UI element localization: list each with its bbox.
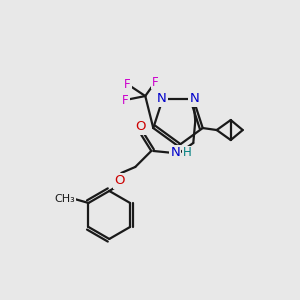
Text: CH₃: CH₃ — [54, 194, 75, 204]
Text: N: N — [157, 92, 166, 106]
Text: F: F — [122, 94, 129, 106]
Text: O: O — [135, 121, 146, 134]
Text: F: F — [152, 76, 159, 88]
Text: H: H — [183, 146, 192, 160]
Text: N: N — [170, 146, 180, 160]
Text: N: N — [189, 92, 199, 106]
Text: F: F — [124, 77, 130, 91]
Text: O: O — [114, 175, 124, 188]
